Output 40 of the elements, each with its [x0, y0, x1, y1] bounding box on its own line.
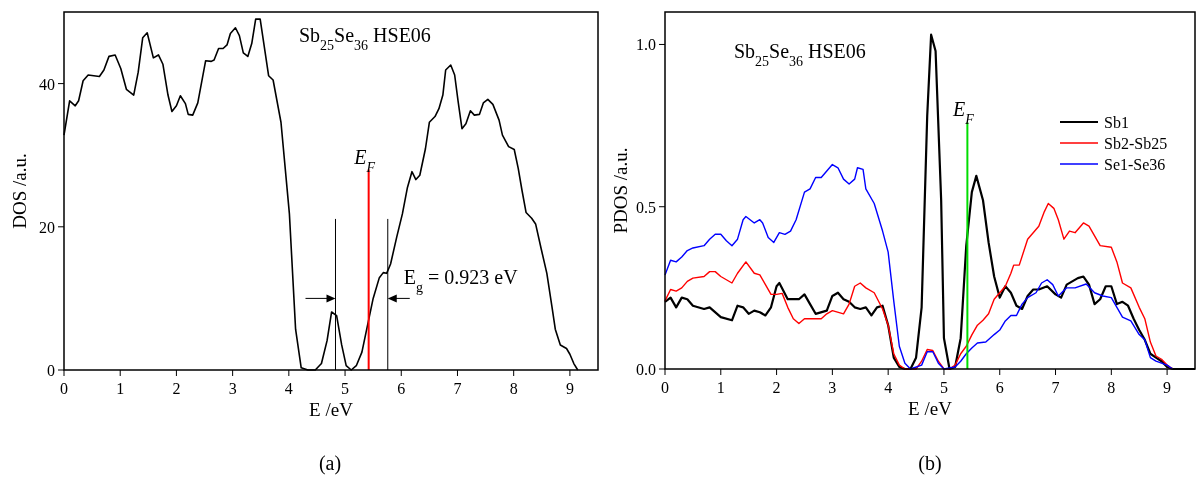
- text: (a): [318, 452, 342, 475]
- x-tick-label: 7: [1051, 379, 1060, 396]
- x-tick-label: 6: [397, 380, 406, 397]
- y-tick-label: 40: [39, 75, 55, 93]
- x-tick-label: 2: [172, 380, 181, 397]
- x-tick-label: 4: [284, 380, 293, 397]
- annotation: E$_{g}$ = 0.923 eV: [403, 266, 519, 295]
- x-tick-label: 3: [828, 379, 837, 396]
- text: Sb$_{25}$Se$_{36}$ HSE06: [733, 40, 866, 69]
- x-axis-title: E /eV: [908, 398, 953, 419]
- x-tick-label: 2: [772, 379, 781, 396]
- y-axis-title: DOS /a.u.: [9, 153, 30, 229]
- y-tick-label: 0.0: [636, 361, 656, 378]
- y-tick-label: 1.0: [636, 36, 656, 54]
- x-tick-label: 6: [995, 379, 1004, 396]
- x-tick-label: 0: [60, 380, 68, 397]
- text: Sb$_{25}$Se$_{36}$ HSE06: [298, 24, 431, 53]
- legend-label: Sb2-Sb25: [1104, 135, 1168, 152]
- x-tick-label: 9: [565, 380, 574, 397]
- x-tick-label: 7: [453, 380, 462, 397]
- y-tick-label: 20: [39, 218, 55, 236]
- x-axis-title: E /eV: [309, 399, 354, 420]
- ref-line-label: E$_{F}$: [951, 98, 975, 127]
- y-tick-label: 0.5: [636, 198, 656, 216]
- x-tick-label: 5: [341, 380, 350, 397]
- x-tick-label: 8: [1107, 379, 1116, 396]
- y-tick-label: 0: [47, 362, 55, 379]
- x-tick-label: 8: [509, 380, 518, 397]
- legend-label: Se1-Se36: [1104, 156, 1166, 173]
- x-tick-label: 1: [716, 379, 725, 396]
- text: (b): [918, 452, 942, 475]
- x-tick-label: 9: [1163, 379, 1172, 396]
- legend-label: Sb1: [1104, 114, 1129, 131]
- y-axis-title: PDOS /a.u.: [610, 147, 631, 234]
- x-tick-label: 5: [939, 379, 948, 396]
- x-tick-label: 1: [116, 380, 125, 397]
- ref-line-label: E$_{F}$: [353, 145, 376, 175]
- x-tick-label: 0: [661, 379, 669, 396]
- x-tick-label: 4: [884, 379, 893, 396]
- x-tick-label: 3: [228, 380, 237, 397]
